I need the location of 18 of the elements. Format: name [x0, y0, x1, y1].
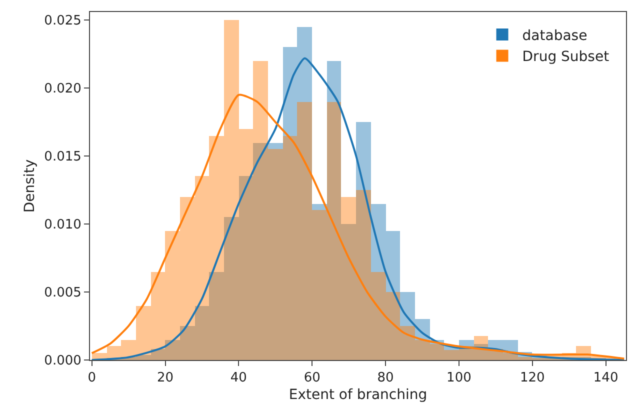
x-tick-label: 60	[304, 370, 320, 386]
x-tick-label: 40	[230, 370, 247, 386]
legend-label: Drug Subset	[522, 49, 610, 66]
y-axis-title: Density	[22, 159, 38, 213]
y-tick-label: 0.020	[44, 82, 82, 97]
x-tick-label: 0	[88, 370, 96, 386]
legend-label: database	[522, 28, 588, 44]
y-tick-label: 0.015	[44, 150, 82, 165]
y-tick-label: 0.025	[44, 14, 82, 29]
x-tick-label: 140	[593, 370, 618, 386]
y-tick-label: 0.000	[44, 354, 82, 369]
x-tick-label: 100	[446, 370, 472, 386]
x-axis-title: Extent of branching	[288, 386, 428, 403]
y-tick-label: 0.005	[44, 286, 82, 301]
x-tick-label: 120	[520, 370, 545, 386]
y-tick-label: 0.010	[44, 218, 82, 233]
x-tick-label: 20	[156, 370, 174, 386]
x-tick-label: 80	[377, 370, 394, 386]
